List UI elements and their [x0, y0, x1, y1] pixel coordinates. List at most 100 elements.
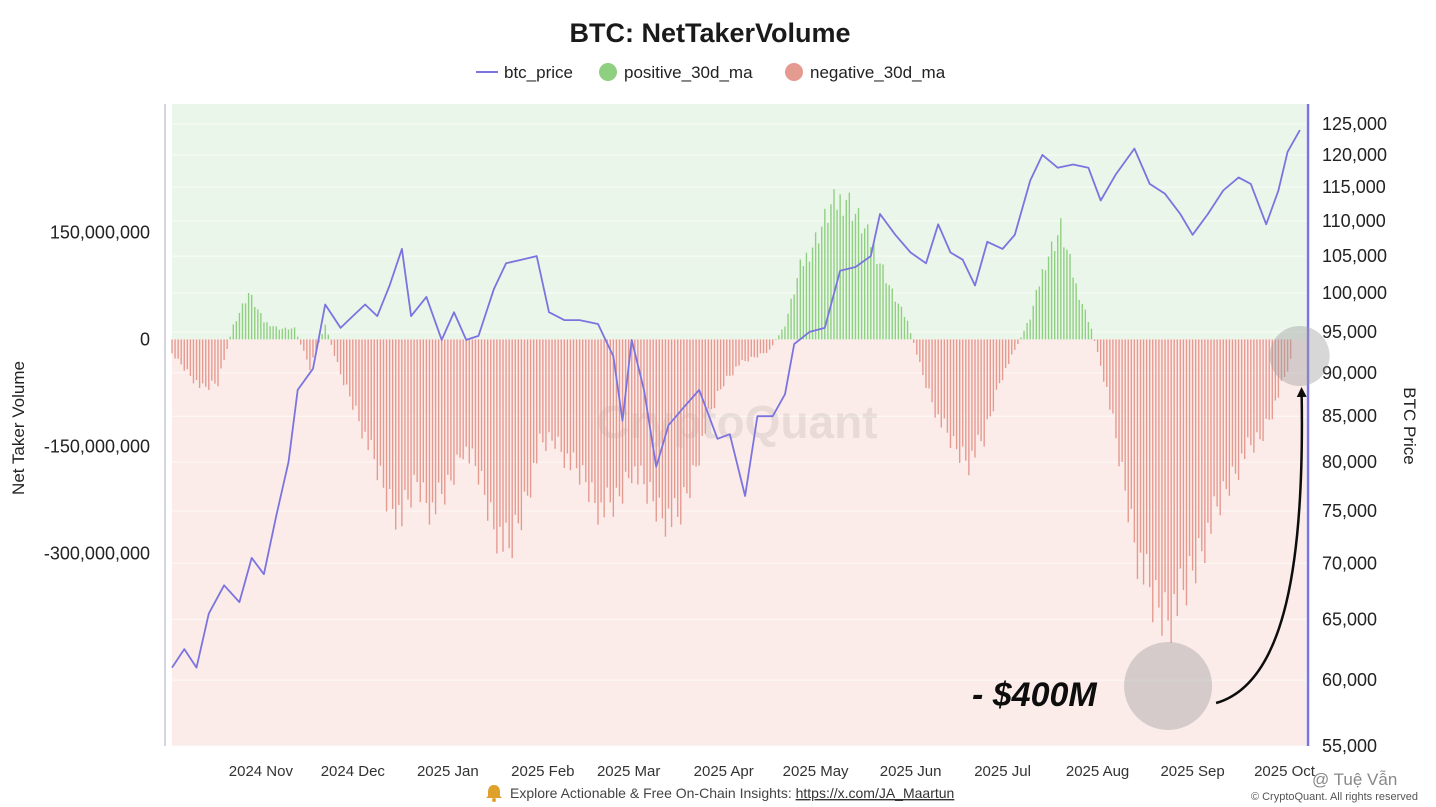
negative-bar [205, 339, 207, 387]
negative-bar [355, 339, 357, 406]
positive-bar [867, 224, 869, 340]
y2-tick-label: 105,000 [1322, 246, 1387, 266]
negative-bar [756, 339, 759, 358]
positive-bar [257, 309, 259, 340]
positive-bar [1053, 251, 1056, 340]
footer-text-line: Explore Actionable & Free On-Chain Insig… [510, 785, 954, 801]
y2-tick-label: 55,000 [1322, 736, 1377, 756]
x-tick-label: 2025 Mar [597, 763, 660, 780]
negative-bar [536, 339, 538, 464]
positive-bar [1081, 303, 1083, 340]
negative-bar [468, 339, 470, 464]
negative-bar [1142, 339, 1145, 585]
x-tick-label: 2025 May [783, 763, 849, 780]
negative-bar [1130, 339, 1132, 509]
negative-bar [1289, 339, 1292, 359]
negative-bar [572, 339, 575, 453]
negative-bar [765, 339, 768, 353]
negative-bar [946, 339, 949, 433]
negative-bar [716, 339, 719, 391]
positive-bar [290, 328, 293, 340]
negative-bar [1164, 339, 1166, 593]
negative-bar [217, 339, 219, 387]
negative-bar [437, 339, 440, 483]
negative-bar [459, 339, 461, 458]
negative-bar [1145, 339, 1148, 555]
copyright-credit: © CryptoQuant. All rights reserved [1251, 791, 1418, 803]
negative-bar [551, 339, 553, 441]
negative-bar [330, 339, 333, 345]
positive-bar [793, 294, 795, 340]
y2-tick-label: 115,000 [1322, 177, 1386, 197]
negative-bar [1262, 339, 1264, 442]
legend-item-btc-price[interactable]: btc_price [476, 63, 573, 82]
legend-item-positive[interactable]: positive_30d_ma [599, 63, 753, 82]
negative-bar [300, 339, 302, 345]
negative-bar [428, 339, 431, 525]
positive-bar [284, 327, 287, 340]
negative-bar [548, 339, 550, 433]
negative-bar [670, 339, 673, 528]
negative-bar [1158, 339, 1160, 608]
negative-bar [1017, 339, 1019, 344]
negative-bar [965, 339, 967, 461]
negative-bar [1240, 339, 1243, 454]
negative-bar [413, 339, 415, 475]
negative-bar [934, 339, 936, 418]
negative-bar [174, 339, 176, 359]
negative-bar [514, 339, 516, 515]
negative-bar [474, 339, 477, 467]
negative-bar [1286, 339, 1289, 372]
positive-bar [327, 334, 329, 340]
negative-bar [220, 339, 222, 369]
negative-bar [342, 339, 345, 386]
negative-bar [539, 339, 541, 434]
negative-bar [588, 339, 590, 503]
footer-link[interactable]: https://x.com/JA_Maartun [796, 785, 955, 801]
negative-bar [339, 339, 342, 375]
negative-bar [1136, 339, 1139, 580]
negative-bar [649, 339, 651, 482]
negative-bar [1234, 339, 1237, 474]
negative-bar [1244, 339, 1246, 460]
negative-region-background [172, 339, 1306, 746]
negative-bar [566, 339, 569, 454]
negative-bar [398, 339, 400, 506]
positive-bar [287, 329, 290, 340]
gridlines [172, 123, 1306, 747]
positive-bar [278, 329, 280, 340]
negative-bar [376, 339, 379, 481]
negative-bar [952, 339, 955, 437]
negative-bar [612, 339, 615, 517]
negative-bar [1096, 339, 1099, 352]
x-tick-label: 2025 Jan [417, 763, 479, 780]
negative-bar [631, 339, 633, 484]
negative-bar [186, 339, 189, 370]
negative-bar [441, 339, 443, 494]
legend-item-negative[interactable]: negative_30d_ma [785, 63, 946, 82]
negative-bar [183, 339, 185, 371]
negative-bar [523, 339, 526, 492]
legend-label-btc-price: btc_price [504, 63, 573, 82]
negative-bar [646, 339, 648, 504]
positive-bar [900, 306, 903, 340]
negative-bar [208, 339, 210, 390]
positive-bar [906, 320, 909, 340]
negative-bar [529, 339, 532, 498]
negative-bar [505, 339, 507, 523]
negative-bar [683, 339, 685, 488]
negative-bar [729, 339, 731, 376]
negative-bar [1201, 339, 1203, 552]
negative-bar [726, 339, 728, 376]
negative-bar [1271, 339, 1273, 420]
negative-bar [747, 339, 749, 362]
x-tick-label: 2025 Apr [694, 763, 754, 780]
negative-bar [928, 339, 930, 389]
author-handle: @ Tuệ Vẫn [1312, 770, 1397, 789]
positive-bar [909, 333, 912, 340]
positive-bar [799, 259, 801, 340]
positive-bar [830, 204, 832, 340]
negative-bar [471, 339, 474, 449]
negative-bar [1253, 339, 1255, 453]
negative-bar [1182, 339, 1185, 591]
